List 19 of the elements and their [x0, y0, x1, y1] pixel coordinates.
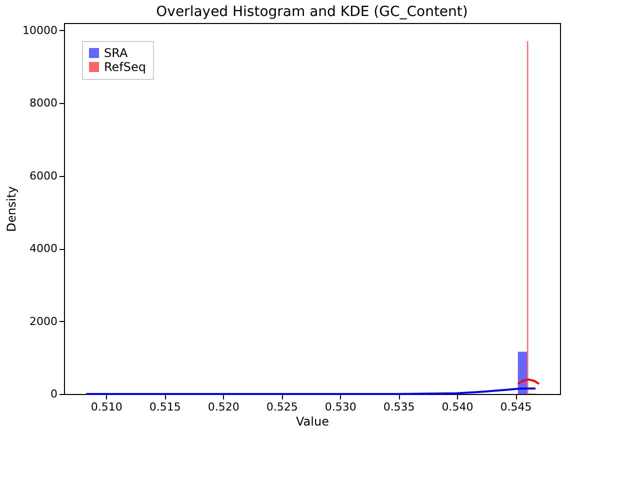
x-tick-label: 0.545: [500, 400, 532, 414]
y-tick-label: 6000: [30, 169, 58, 182]
x-tick-label: 0.520: [208, 400, 240, 414]
x-tick-label: 0.525: [266, 400, 298, 414]
y-tick-label: 8000: [30, 96, 58, 110]
x-axis-title: Value: [296, 414, 329, 428]
chart-title: Overlayed Histogram and KDE (GC_Content): [156, 4, 468, 20]
y-tick-label: 2000: [30, 314, 58, 328]
x-tick-label: 0.515: [149, 400, 181, 414]
y-axis-title: Density: [4, 186, 19, 232]
x-tick-label: 0.530: [324, 400, 356, 414]
x-tick-label: 0.535: [383, 400, 415, 414]
y-tick-label: 10000: [22, 24, 58, 37]
legend-label: SRA: [104, 46, 128, 60]
x-tick-label: 0.540: [442, 400, 474, 414]
y-tick-label: 4000: [30, 242, 58, 256]
y-tick-label: 0: [50, 388, 58, 400]
x-tick-label: 0.510: [90, 400, 122, 414]
legend-label: RefSeq: [104, 60, 146, 74]
